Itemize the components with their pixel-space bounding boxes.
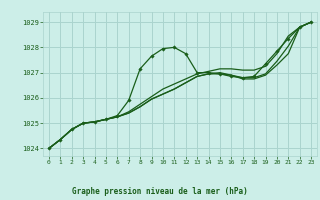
Text: Graphe pression niveau de la mer (hPa): Graphe pression niveau de la mer (hPa) <box>72 187 248 196</box>
